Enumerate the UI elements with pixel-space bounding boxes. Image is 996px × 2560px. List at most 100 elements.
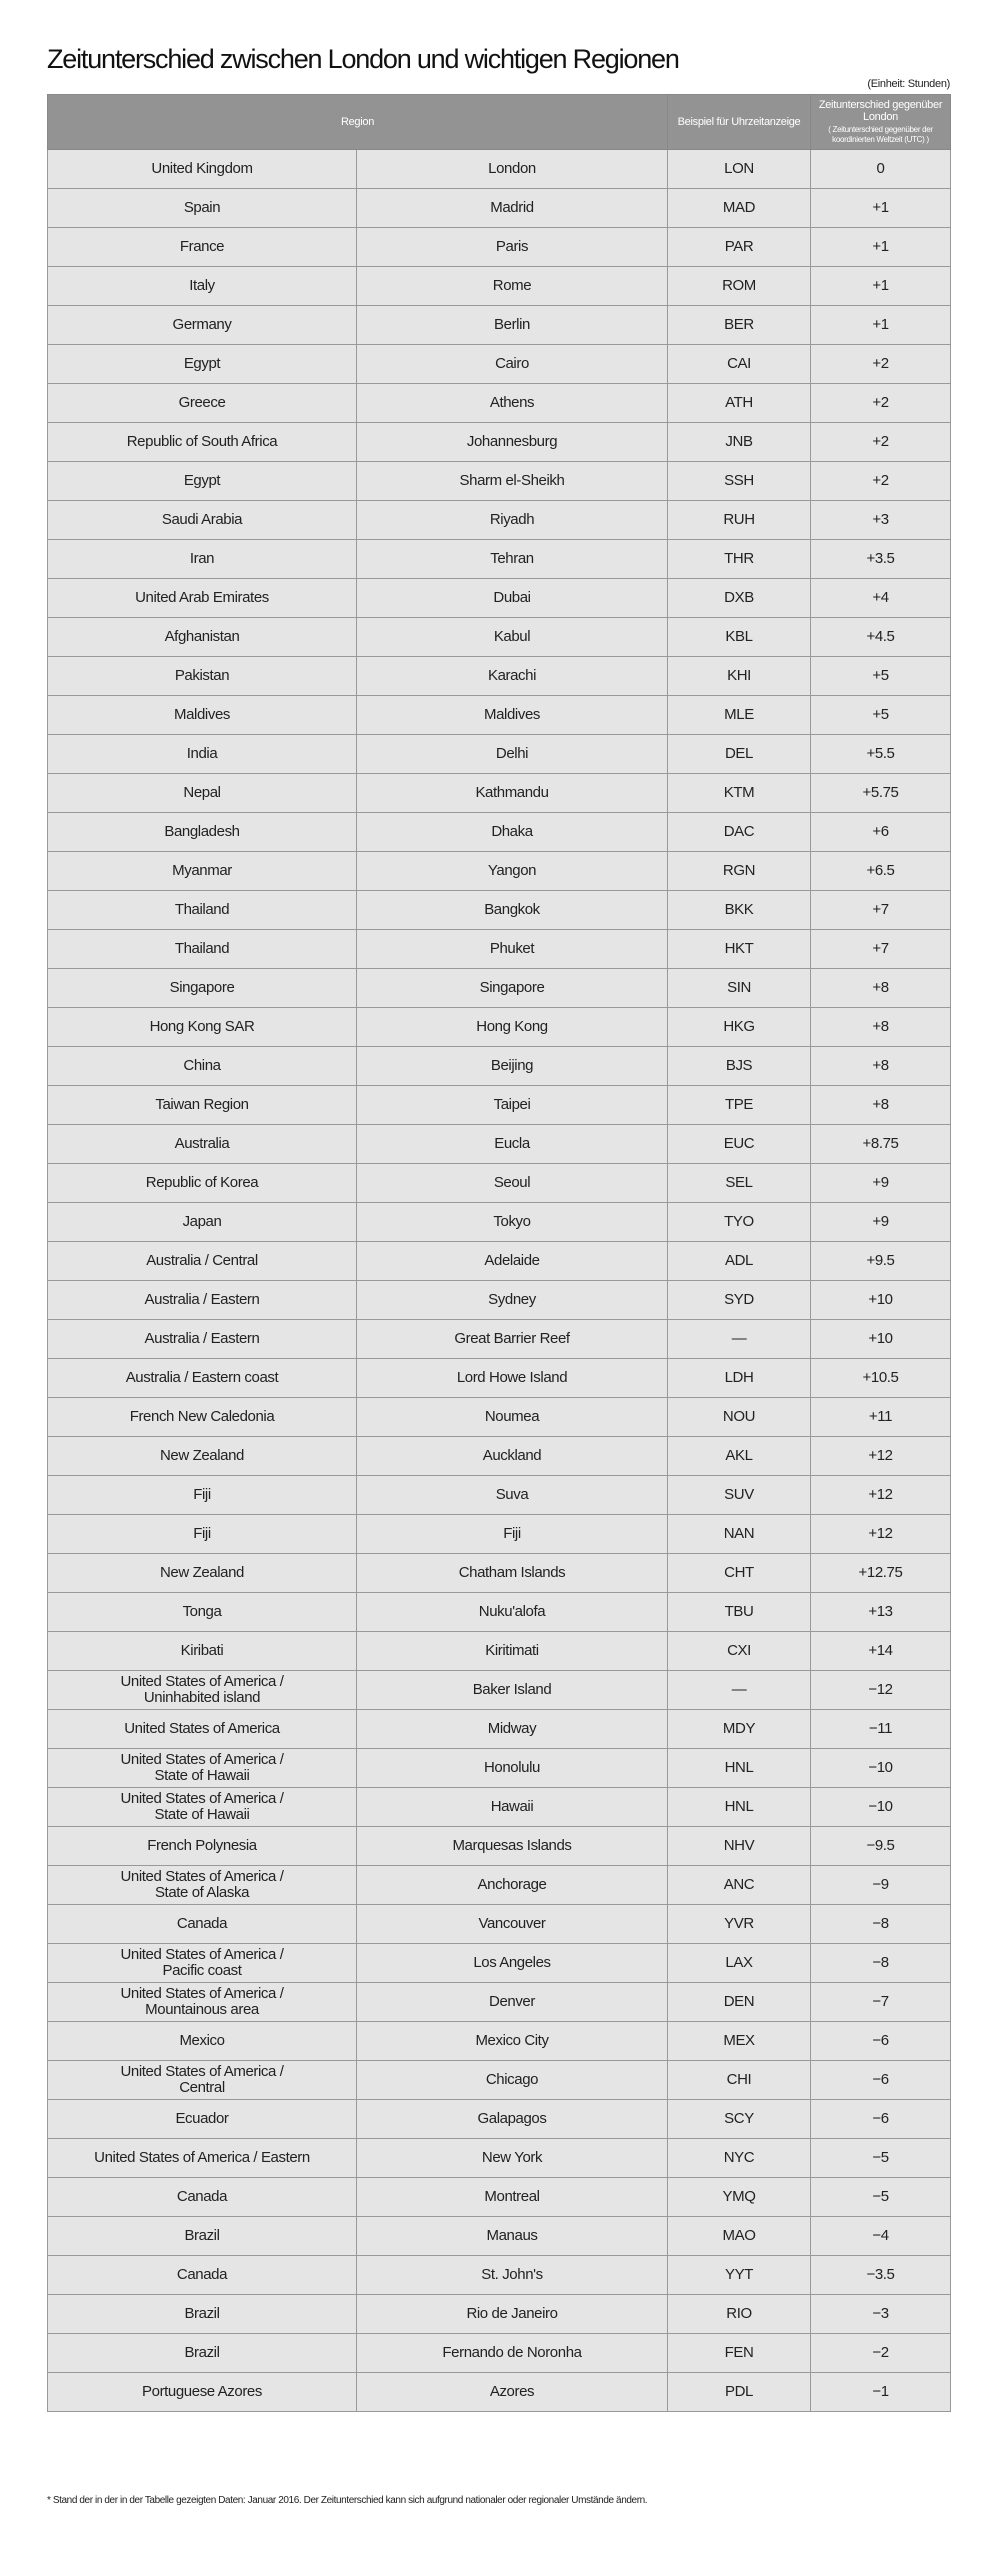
country-cell: Italy [47,266,357,306]
table-row: Greece Athens ATH +2 [47,383,951,423]
diff-cell: +2 [810,344,951,384]
table-row: Australia / Eastern coast Lord Howe Islan… [47,1358,951,1398]
code-cell: AKL [667,1436,811,1476]
code-cell: LAX [667,1943,811,1983]
table-row: Hong Kong SAR Hong Kong HKG +8 [47,1007,951,1047]
country-cell: United Arab Emirates [47,578,357,618]
diff-cell: +2 [810,422,951,462]
country-cell: Australia [47,1124,357,1164]
country-cell: Fiji [47,1514,357,1554]
country-cell: United States of America / State of Alas… [47,1865,357,1905]
city-cell: St. John's [356,2255,668,2295]
country-cell: Maldives [47,695,357,735]
code-cell: SCY [667,2099,811,2139]
city-cell: Delhi [356,734,668,774]
table-row: New Zealand Auckland AKL +12 [47,1436,951,1476]
header-diff-sub: ( Zeitunterschied gegenüber der koordini… [828,125,933,144]
diff-cell: +1 [810,305,951,345]
diff-cell: +5.75 [810,773,951,813]
table-row: India Delhi DEL +5.5 [47,734,951,774]
country-cell: Australia / Eastern [47,1280,357,1320]
city-cell: Madrid [356,188,668,228]
city-cell: Dubai [356,578,668,618]
country-cell: Afghanistan [47,617,357,657]
code-cell: LON [667,149,811,189]
diff-cell: +8 [810,1046,951,1086]
code-cell: KHI [667,656,811,696]
code-cell: TBU [667,1592,811,1632]
city-cell: Midway [356,1709,668,1749]
diff-cell: +12 [810,1436,951,1476]
city-cell: Berlin [356,305,668,345]
diff-cell: +9 [810,1202,951,1242]
table-row: United Kingdom London LON 0 [47,149,951,189]
code-cell: EUC [667,1124,811,1164]
country-cell: Brazil [47,2294,357,2334]
table-row: Germany Berlin BER +1 [47,305,951,345]
diff-cell: −10 [810,1748,951,1788]
country-cell: Kiribati [47,1631,357,1671]
code-cell: SSH [667,461,811,501]
city-cell: Bangkok [356,890,668,930]
city-cell: Lord Howe Island [356,1358,668,1398]
city-cell: Fiji [356,1514,668,1554]
city-cell: Tehran [356,539,668,579]
city-cell: Hawaii [356,1787,668,1827]
table-row: United States of America / Central Chicag… [47,2060,951,2100]
table-row: New Zealand Chatham Islands CHT +12.75 [47,1553,951,1593]
footnote: * Stand der in der in der Tabelle gezeig… [47,2495,648,2506]
table-row: Singapore Singapore SIN +8 [47,968,951,1008]
code-cell: KTM [667,773,811,813]
country-cell: Fiji [47,1475,357,1515]
code-cell: NAN [667,1514,811,1554]
diff-cell: +9 [810,1163,951,1203]
code-cell: SEL [667,1163,811,1203]
city-cell: Azores [356,2372,668,2412]
diff-cell: −3.5 [810,2255,951,2295]
code-cell: DEN [667,1982,811,2022]
table-row: United States of America / Eastern New Yo… [47,2138,951,2178]
city-cell: Dhaka [356,812,668,852]
city-cell: Montreal [356,2177,668,2217]
table-row: China Beijing BJS +8 [47,1046,951,1086]
country-cell: French Polynesia [47,1826,357,1866]
city-cell: Athens [356,383,668,423]
table-row: United States of America Midway MDY −11 [47,1709,951,1749]
country-cell: Pakistan [47,656,357,696]
city-cell: Baker Island [356,1670,668,1710]
table-row: Mexico Mexico City MEX −6 [47,2021,951,2061]
diff-cell: −5 [810,2177,951,2217]
country-cell: China [47,1046,357,1086]
city-cell: Rome [356,266,668,306]
city-cell: Tokyo [356,1202,668,1242]
city-cell: Sydney [356,1280,668,1320]
code-cell: PAR [667,227,811,267]
city-cell: Honolulu [356,1748,668,1788]
diff-cell: −10 [810,1787,951,1827]
city-cell: London [356,149,668,189]
country-cell: Thailand [47,890,357,930]
table-row: Egypt Sharm el-Sheikh SSH +2 [47,461,951,501]
country-cell: Hong Kong SAR [47,1007,357,1047]
code-cell: THR [667,539,811,579]
diff-cell: −11 [810,1709,951,1749]
code-cell: — [667,1319,811,1359]
table-row: Italy Rome ROM +1 [47,266,951,306]
diff-cell: +2 [810,383,951,423]
country-cell: United States of America / Eastern [47,2138,357,2178]
country-cell: United States of America / State of Hawa… [47,1787,357,1827]
table-row: Tonga Nuku'alofa TBU +13 [47,1592,951,1632]
table-row: Taiwan Region Taipei TPE +8 [47,1085,951,1125]
diff-cell: −9 [810,1865,951,1905]
city-cell: Mexico City [356,2021,668,2061]
diff-cell: −6 [810,2021,951,2061]
country-cell: India [47,734,357,774]
diff-cell: +5 [810,656,951,696]
code-cell: NHV [667,1826,811,1866]
country-cell: Thailand [47,929,357,969]
country-cell: New Zealand [47,1553,357,1593]
diff-cell: +5 [810,695,951,735]
table-row: Brazil Manaus MAO −4 [47,2216,951,2256]
code-cell: SUV [667,1475,811,1515]
code-cell: SYD [667,1280,811,1320]
